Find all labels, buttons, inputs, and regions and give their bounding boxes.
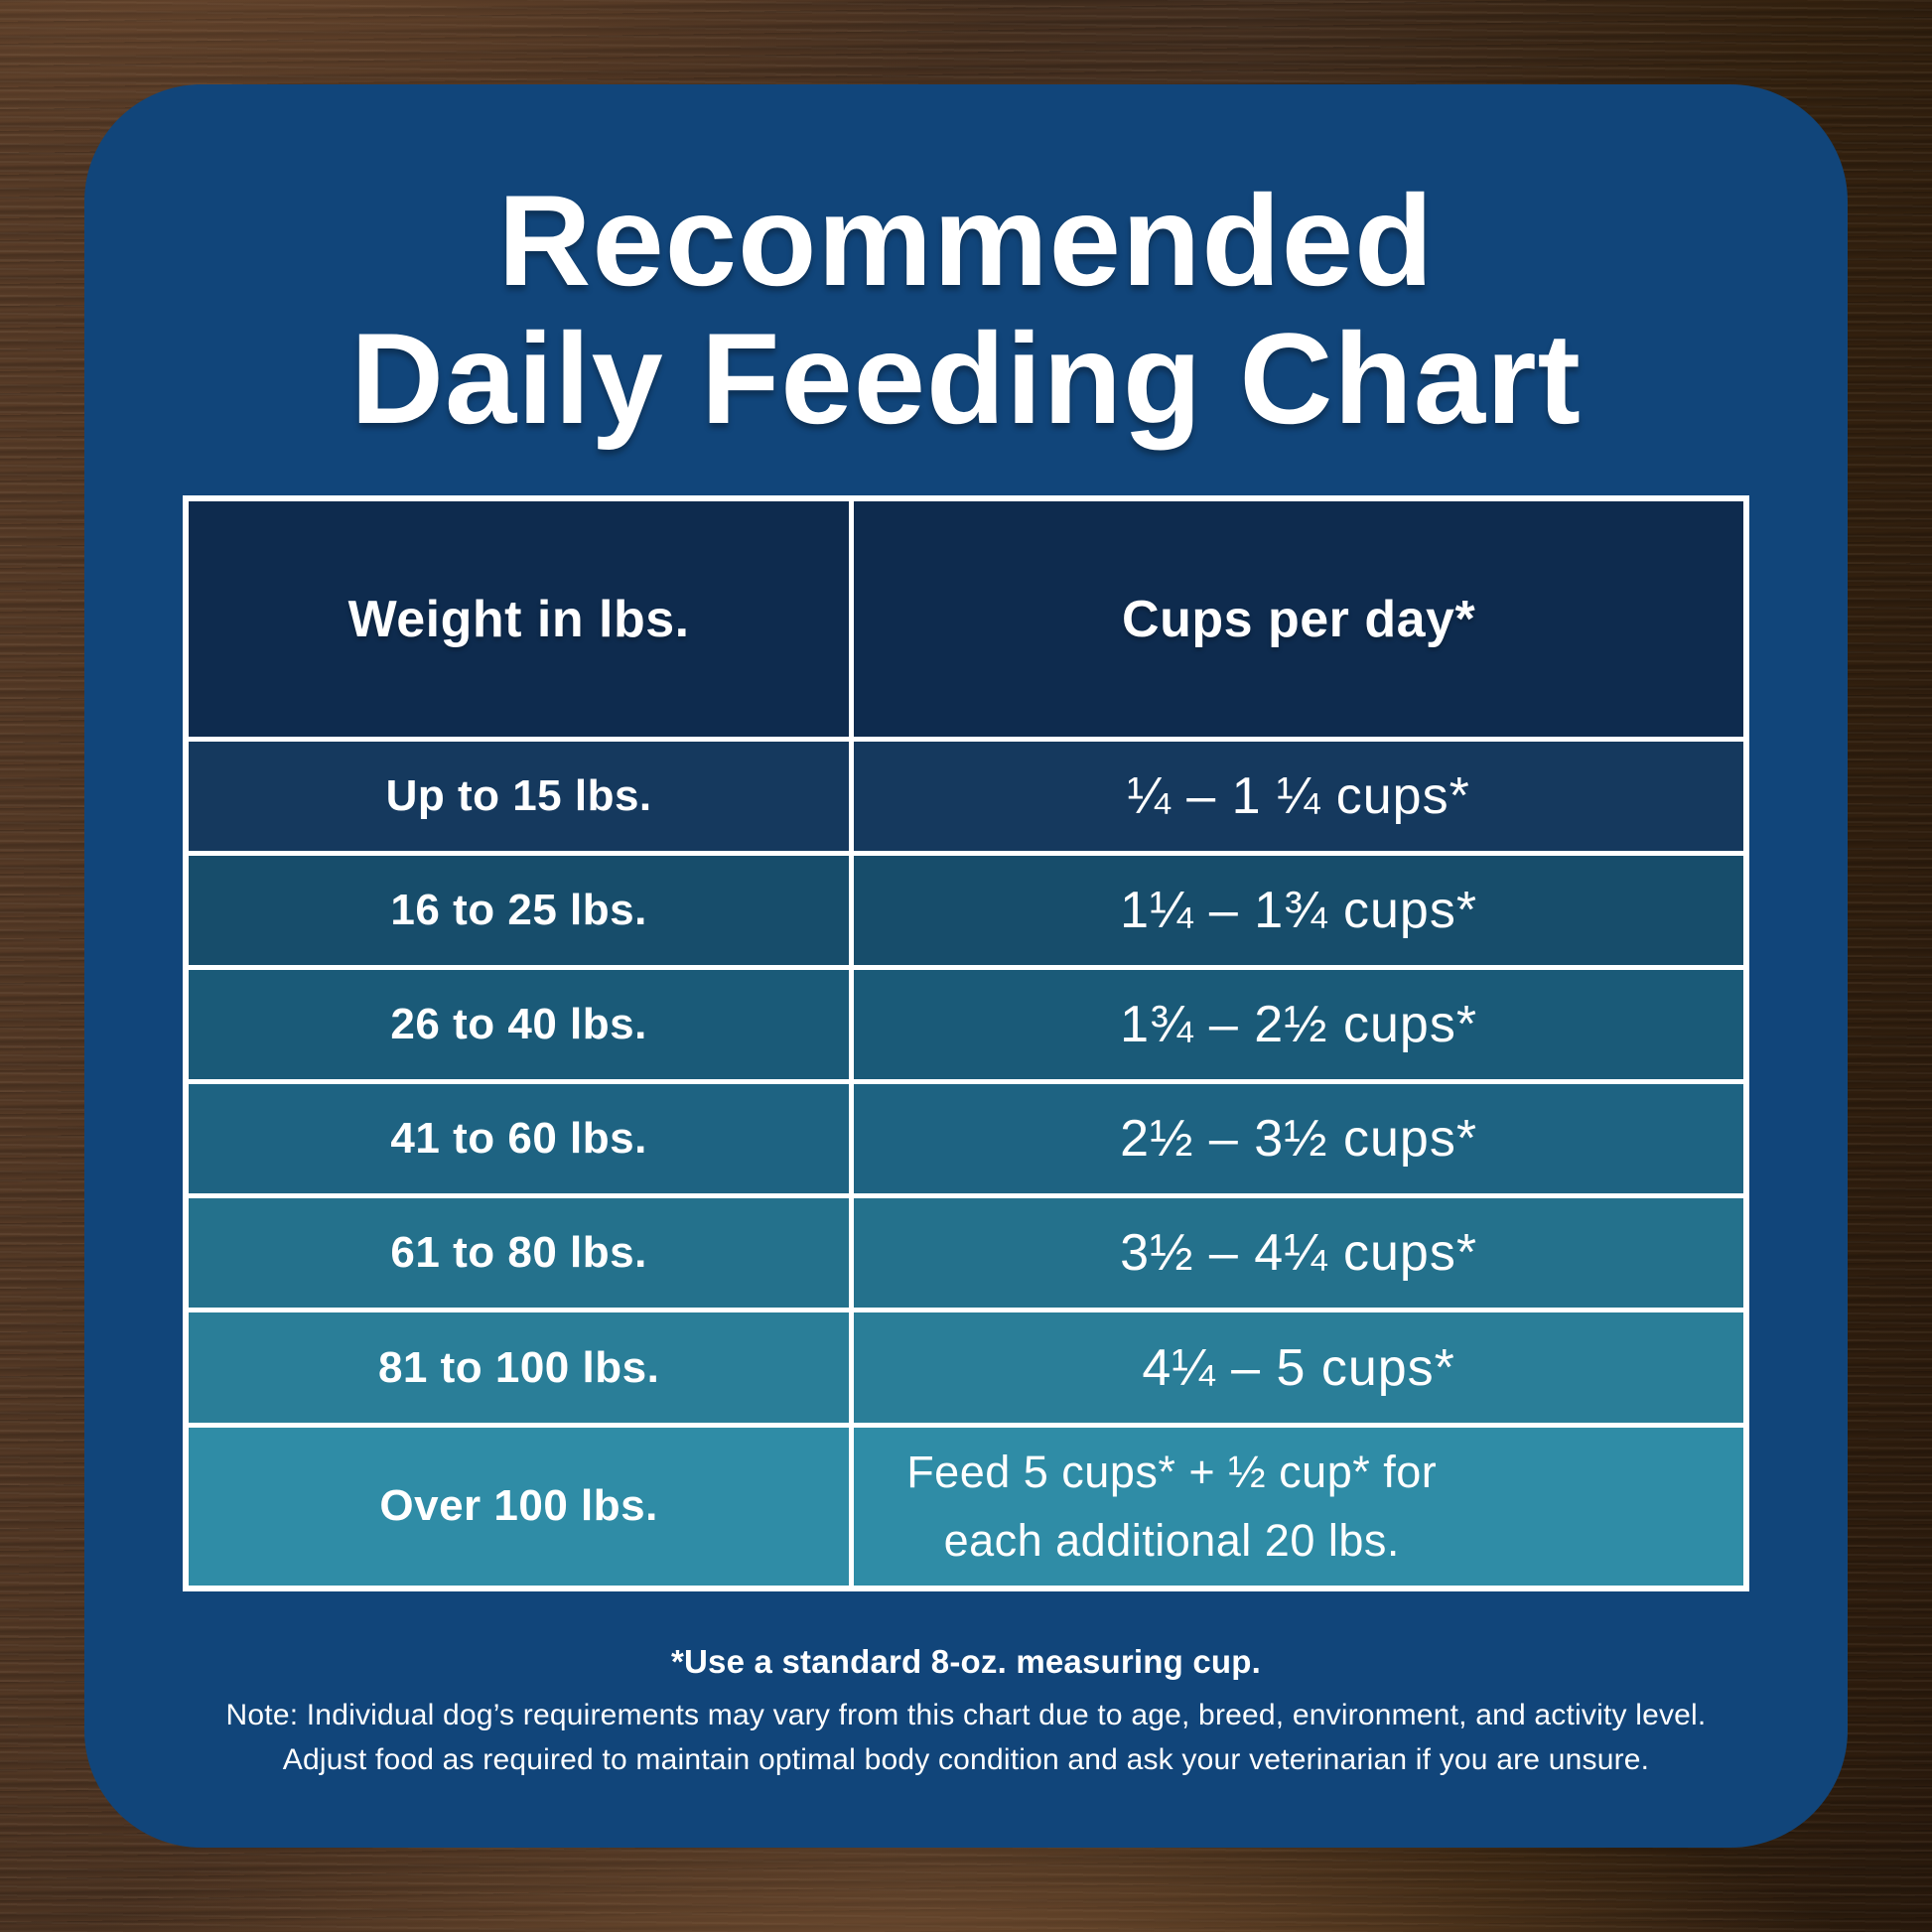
footnotes: *Use a standard 8-oz. measuring cup. Not… (84, 1643, 1848, 1782)
cups-cell: 1¼ – 1¾ cups* (1120, 882, 1478, 940)
table-header-row: Weight in lbs. Cups per day* (189, 501, 1743, 737)
table-row: 81 to 100 lbs. 4¼ – 5 cups* (189, 1308, 1743, 1423)
weight-cell: 41 to 60 lbs. (189, 1084, 855, 1194)
weight-cell: 81 to 100 lbs. (189, 1312, 855, 1423)
feeding-chart-card: Recommended Daily Feeding Chart Weight i… (84, 84, 1848, 1848)
cups-cell: 4¼ – 5 cups* (1142, 1338, 1455, 1397)
cups-cell: ¼ – 1 ¼ cups* (1127, 766, 1470, 825)
cups-cell: 3½ – 4¼ cups* (1120, 1224, 1478, 1283)
feeding-table: Weight in lbs. Cups per day* Up to 15 lb… (183, 495, 1749, 1592)
table-row: Over 100 lbs. Feed 5 cups* + ½ cup* for … (189, 1422, 1743, 1587)
cups-cell: Feed 5 cups* + ½ cup* for each additiona… (906, 1446, 1438, 1567)
cups-cell: 2½ – 3½ cups* (1120, 1110, 1478, 1169)
title-line-1: Recommended (497, 168, 1435, 313)
table-row: 61 to 80 lbs. 3½ – 4¼ cups* (189, 1193, 1743, 1309)
table-row: 16 to 25 lbs. 1¼ – 1¾ cups* (189, 851, 1743, 966)
cups-cell: 1¾ – 2½ cups* (1120, 996, 1478, 1054)
table-row: Up to 15 lbs. ¼ – 1 ¼ cups* (189, 736, 1743, 852)
disclaimer-note-line-2: Adjust food as required to maintain opti… (282, 1743, 1650, 1777)
table-row: 26 to 40 lbs. 1¾ – 2½ cups* (189, 965, 1743, 1080)
weight-cell: 16 to 25 lbs. (189, 856, 855, 966)
weight-cell: 26 to 40 lbs. (189, 970, 855, 1080)
column-header-weight: Weight in lbs. (189, 501, 855, 737)
title-line-2: Daily Feeding Chart (350, 306, 1582, 452)
column-header-cups: Cups per day* (1122, 590, 1476, 648)
weight-cell: Up to 15 lbs. (189, 741, 855, 852)
weight-cell: Over 100 lbs. (189, 1427, 855, 1587)
page-title: Recommended Daily Feeding Chart (350, 168, 1582, 452)
table-row: 41 to 60 lbs. 2½ – 3½ cups* (189, 1079, 1743, 1194)
measuring-cup-footnote: *Use a standard 8-oz. measuring cup. (670, 1643, 1262, 1681)
weight-cell: 61 to 80 lbs. (189, 1198, 855, 1309)
disclaimer-note-line-1: Note: Individual dog’s requirements may … (225, 1699, 1707, 1732)
